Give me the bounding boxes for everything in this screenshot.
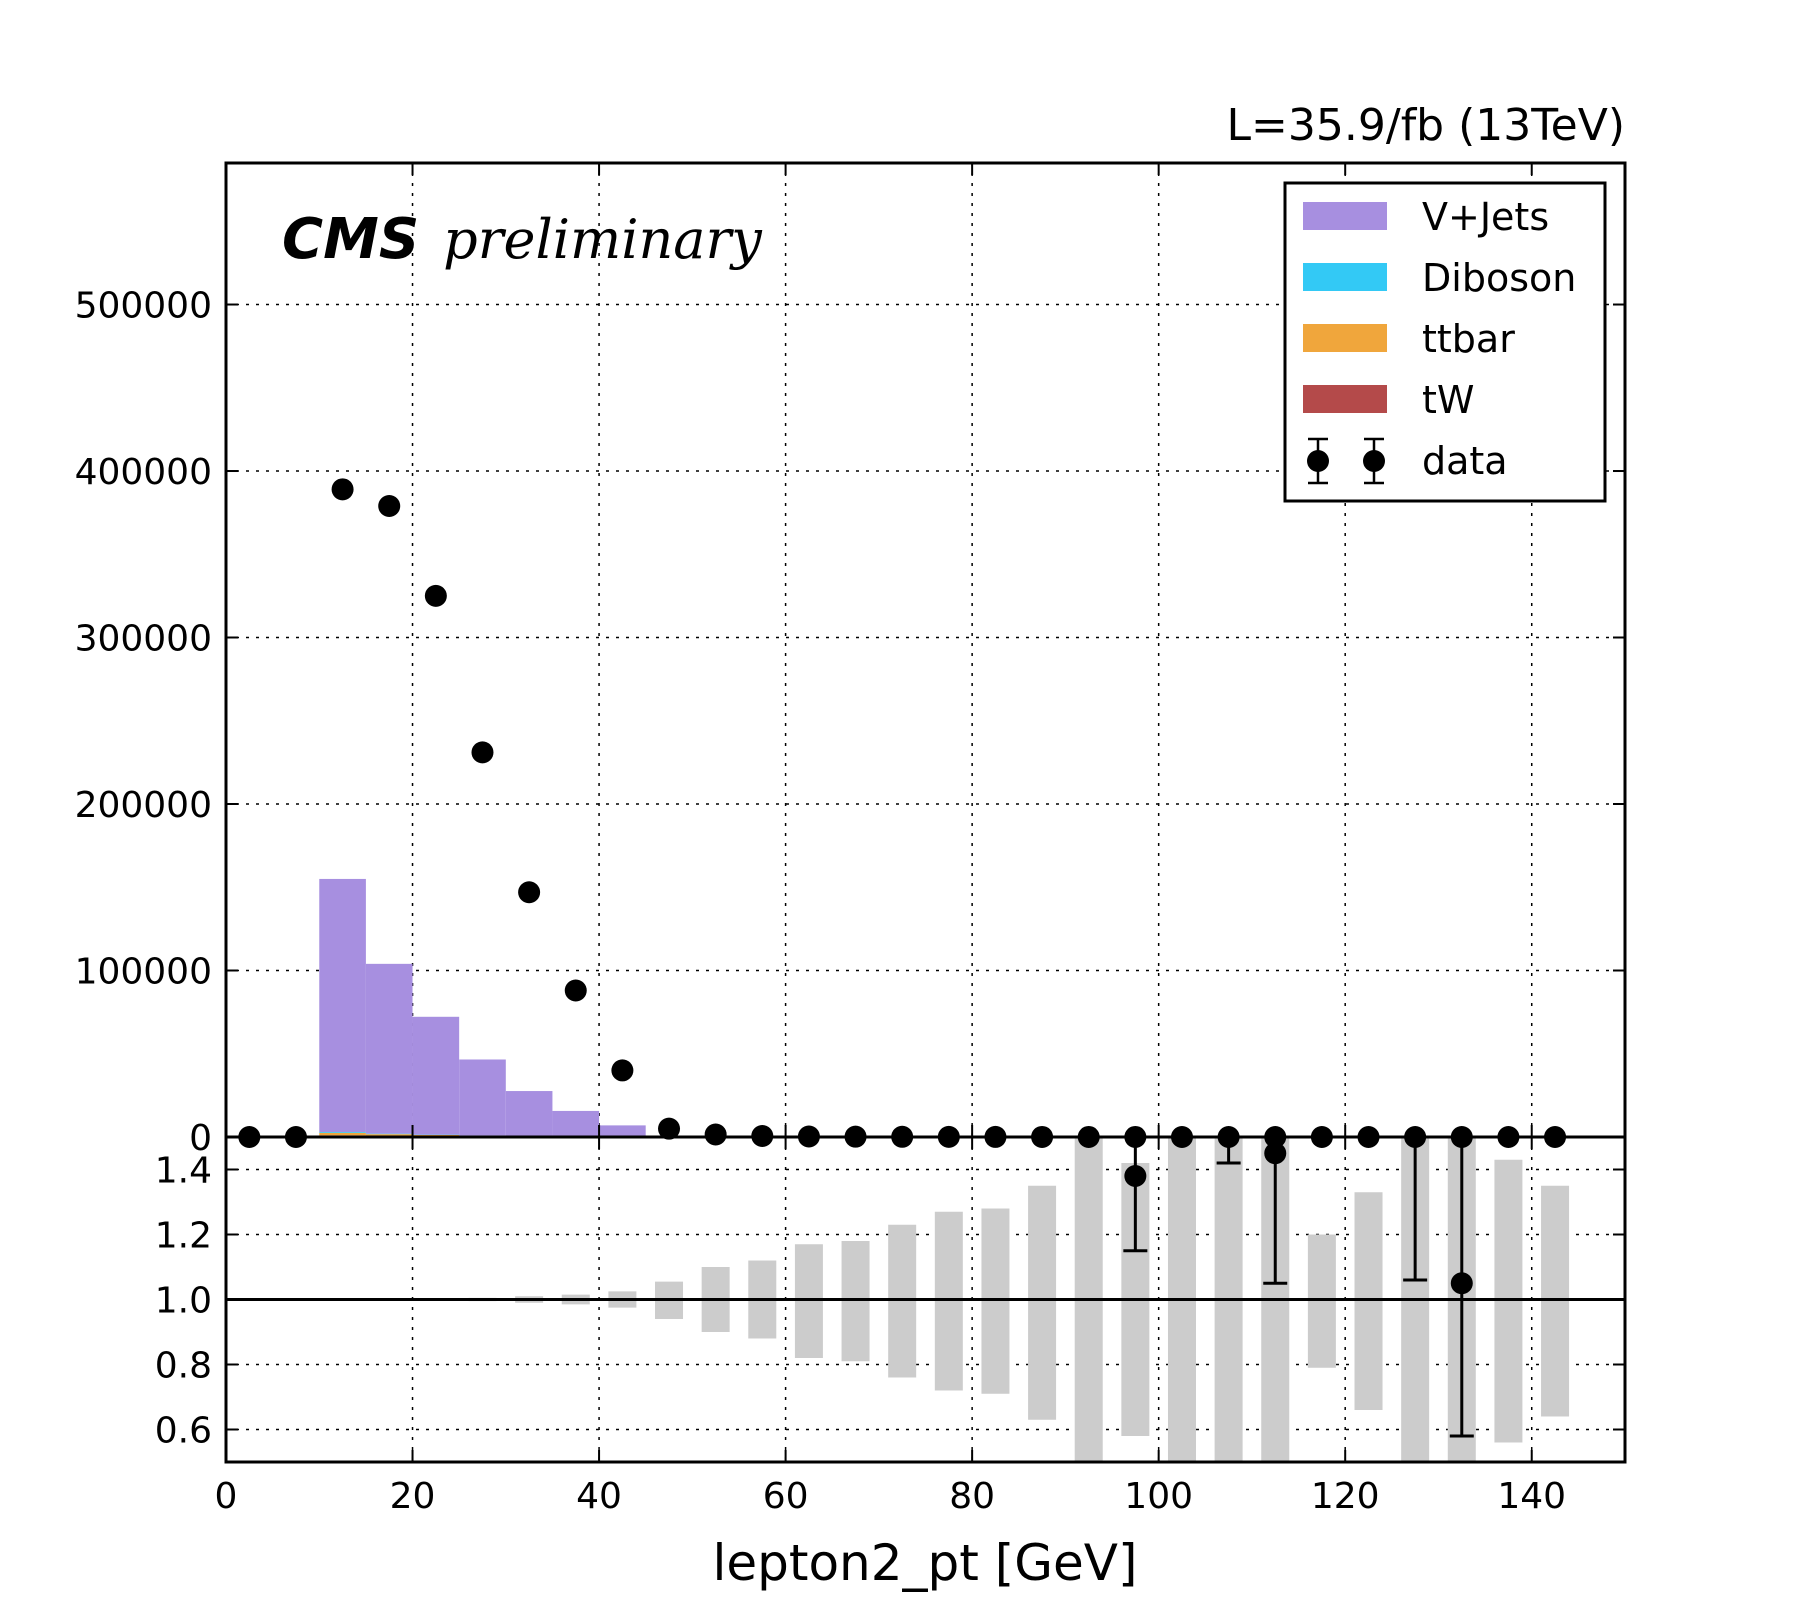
bar-v-jets-8 [599, 1125, 646, 1137]
legend-swatch-ttbar [1303, 324, 1387, 352]
ratio-y-tick-label-3: 1.2 [155, 1216, 212, 1257]
uncertainty-bar-13 [841, 1241, 870, 1362]
bar-v-jets-4 [412, 1016, 460, 1135]
main-y-tick-label-1: 100000 [75, 952, 212, 993]
uncertainty-bar-15 [934, 1211, 963, 1391]
ratio-y-tick-label-4: 1.4 [155, 1151, 212, 1192]
ratio-y-tick-label-0: 0.6 [155, 1411, 212, 1452]
uncertainty-bar-16 [981, 1208, 1010, 1394]
uncertainty-bar-24 [1354, 1192, 1383, 1410]
x-tick-label-2: 40 [576, 1476, 622, 1517]
bar-v-jets-2 [319, 878, 366, 1133]
main-y-tick-label-0: 0 [189, 1118, 212, 1159]
legend: V+Jets Diboson ttbar tW data [1283, 181, 1607, 503]
cms-label: CMS [282, 207, 419, 272]
ratio-marker-0 [1124, 1165, 1147, 1187]
uncertainty-bar-23 [1307, 1234, 1336, 1368]
main-y-tick-label-4: 400000 [75, 452, 212, 493]
preliminary-label: preliminary [443, 208, 763, 271]
ratio-point-3 [1403, 1137, 1428, 1282]
x-tick-label-3: 60 [763, 1476, 809, 1517]
x-tick-label-7: 140 [1497, 1476, 1566, 1517]
data-point-5 [471, 741, 494, 764]
bar-v-jets-5 [459, 1059, 506, 1136]
data-point-8 [611, 1059, 634, 1082]
ratio-y-tick-label-2: 1.0 [155, 1281, 212, 1322]
legend-data-marker-0 [1307, 450, 1329, 472]
data-point-4 [424, 584, 447, 607]
data-point-3 [378, 494, 401, 517]
x-tick-label-1: 20 [390, 1476, 436, 1517]
data-point-9 [658, 1117, 681, 1140]
ratio-y-tick-label-1: 0.8 [155, 1346, 212, 1387]
x-tick-label-6: 120 [1311, 1476, 1380, 1517]
legend-label-data: data [1422, 439, 1508, 483]
ratio-marker-2 [1264, 1142, 1287, 1165]
data-point-7 [564, 979, 587, 1002]
legend-swatch-diboson [1303, 263, 1387, 291]
x-axis-title: lepton2_pt [GeV] [712, 1534, 1137, 1592]
bar-v-jets-3 [365, 963, 413, 1134]
legend-label-diboson: Diboson [1422, 256, 1576, 300]
legend-swatch-v-jets [1303, 202, 1387, 230]
uncertainty-bar-28 [1541, 1185, 1570, 1417]
ratio-point-2 [1263, 1137, 1288, 1285]
bar-diboson-2 [319, 1132, 366, 1133]
data-point-10 [704, 1123, 727, 1146]
axis-ticks: 0 20 40 60 80 100 120 140 0 100000 200000 300000 400… [75, 163, 1625, 1517]
uncertainty-bar-27 [1494, 1159, 1523, 1443]
main-y-tick-label-2: 200000 [75, 785, 212, 826]
x-tick-label-0: 0 [215, 1476, 238, 1517]
ratio-point-0 [1123, 1137, 1148, 1253]
lumi-label: L=35.9/fb (13TeV) [1227, 100, 1625, 151]
data-point-2 [331, 478, 354, 501]
legend-label-v-jets: V+Jets [1422, 195, 1549, 239]
legend-data-marker-1 [1363, 450, 1385, 472]
bar-ttbar-2 [319, 1132, 366, 1136]
x-tick-label-4: 80 [949, 1476, 995, 1517]
ratio-point-1 [1216, 1137, 1241, 1165]
uncertainty-bar-17 [1028, 1185, 1057, 1420]
ratio-points [1123, 1137, 1474, 1438]
uncertainty-bar-14 [888, 1224, 917, 1378]
main-y-tick-label-3: 300000 [75, 619, 212, 660]
bar-v-jets-6 [505, 1091, 553, 1137]
ratio-marker-4 [1450, 1272, 1473, 1295]
main-y-tick-label-5: 500000 [75, 286, 212, 327]
experiment-label: CMS preliminary [282, 207, 763, 272]
uncertainty-bar-12 [794, 1244, 823, 1358]
legend-label-tw: tW [1422, 378, 1474, 422]
data-point-6 [518, 881, 541, 904]
ratio-point-4 [1449, 1137, 1474, 1438]
bar-v-jets-7 [552, 1110, 600, 1137]
legend-label-ttbar: ttbar [1422, 317, 1515, 361]
bar-ttbar-3 [365, 1134, 413, 1136]
x-tick-label-5: 100 [1124, 1476, 1193, 1517]
stack-v-jets [319, 878, 1579, 1137]
legend-swatch-tw [1303, 385, 1387, 413]
